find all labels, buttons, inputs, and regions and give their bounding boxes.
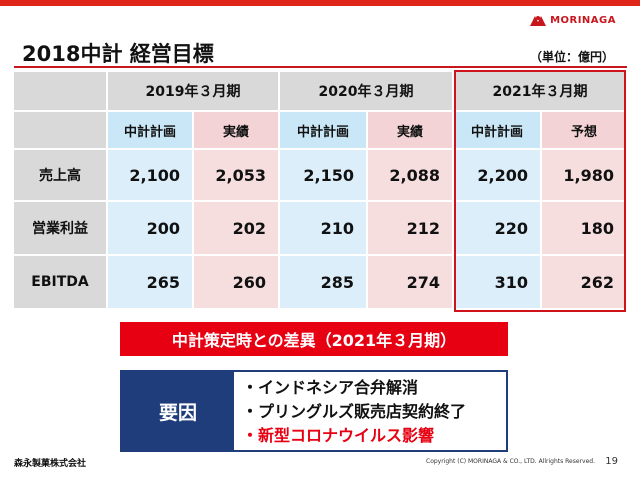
fy2021-highlight-frame — [454, 70, 626, 312]
table-cell: 180 — [542, 202, 626, 254]
subheader-plan: 中計計画 — [108, 112, 192, 148]
copyright: Copyright (C) MORINAGA & CO., LTD. Allri… — [426, 458, 595, 465]
top-accent-bar — [0, 0, 640, 6]
table-cell: 265 — [108, 256, 192, 308]
year-header-2020: 2020年３月期 — [280, 72, 452, 110]
table-cell: 2,053 — [194, 150, 278, 200]
variance-banner: 中計策定時との差異（2021年３月期） — [120, 322, 508, 356]
table-cell: 210 — [280, 202, 366, 254]
year-header-2021: 2021年３月期 — [454, 72, 626, 110]
title-rule — [14, 66, 627, 68]
table-cell: 310 — [454, 256, 540, 308]
corner-cell — [14, 72, 106, 110]
row-label-sales: 売上高 — [14, 150, 106, 200]
unit-label: （単位：億円） — [529, 50, 614, 64]
factors-label: 要因 — [122, 372, 234, 450]
page-number: 19 — [605, 456, 618, 467]
company-name: 森永製菓株式会社 — [14, 459, 87, 469]
factor-item: ・インドネシア合弁解消 — [242, 378, 419, 397]
table-cell: 220 — [454, 202, 540, 254]
table-cell: 2,100 — [108, 150, 192, 200]
corner-cell-2 — [14, 112, 106, 148]
table-cell: 212 — [368, 202, 452, 254]
table-cell: 200 — [108, 202, 192, 254]
table-cell: 285 — [280, 256, 366, 308]
factor-item-highlight: ・新型コロナウイルス影響 — [242, 426, 435, 445]
subheader-actual: 実績 — [368, 112, 452, 148]
table-cell: 2,150 — [280, 150, 366, 200]
subheader-actual: 実績 — [194, 112, 278, 148]
subheader-forecast: 予想 — [542, 112, 626, 148]
targets-table: 2019年３月期 2020年３月期 2021年３月期 中計計画 実績 中計計画 … — [14, 72, 626, 308]
table-cell: 2,200 — [454, 150, 540, 200]
subheader-plan: 中計計画 — [280, 112, 366, 148]
row-label-ebitda: EBITDA — [14, 256, 106, 308]
table-cell: 202 — [194, 202, 278, 254]
table-cell: 262 — [542, 256, 626, 308]
row-label-operating-profit: 営業利益 — [14, 202, 106, 254]
year-header-2019: 2019年３月期 — [108, 72, 278, 110]
factors-box: 要因 ・インドネシア合弁解消 ・プリングルズ販売店契約終了 ・新型コロナウイルス… — [120, 370, 508, 452]
brand-name: MORINAGA — [550, 15, 616, 26]
brand-logo: MORINAGA — [529, 14, 616, 27]
table-cell: 2,088 — [368, 150, 452, 200]
table-cell: 260 — [194, 256, 278, 308]
factor-item: ・プリングルズ販売店契約終了 — [242, 402, 467, 421]
table-cell: 1,980 — [542, 150, 626, 200]
subheader-plan: 中計計画 — [454, 112, 540, 148]
morinaga-angel-icon — [530, 16, 547, 26]
factors-list: ・インドネシア合弁解消 ・プリングルズ販売店契約終了 ・新型コロナウイルス影響 — [234, 372, 506, 450]
page-title: 2018中計 経営目標 — [22, 42, 214, 66]
table-cell: 274 — [368, 256, 452, 308]
